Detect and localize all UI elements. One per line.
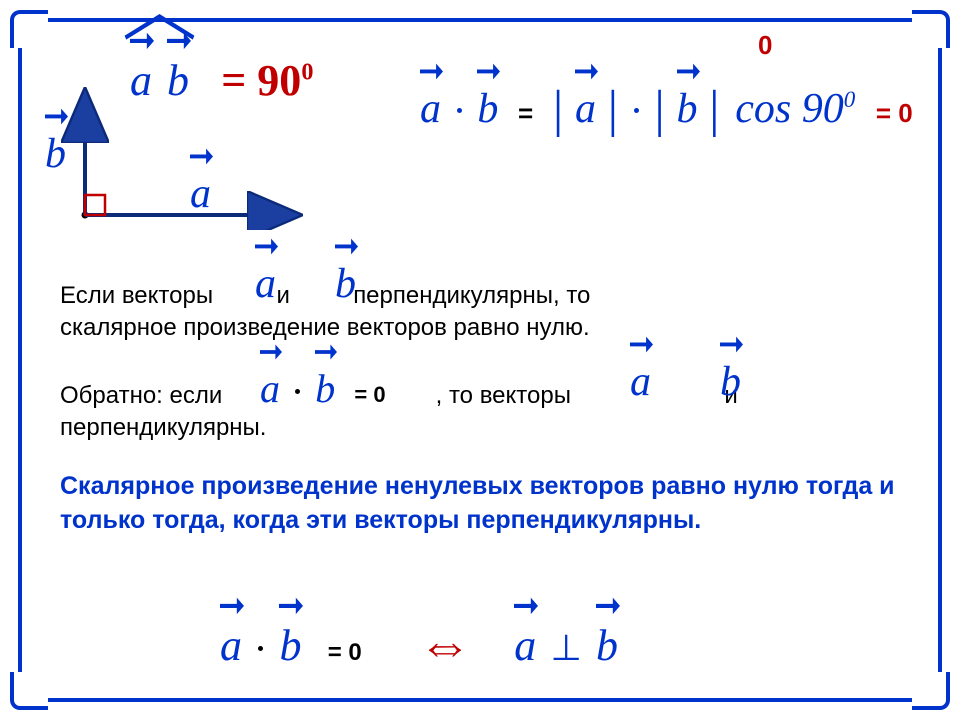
paragraph-1: Если векторы и перпендикулярны, то скаля… (60, 280, 900, 345)
corner-decoration (912, 672, 950, 710)
inline-vector-b: b (335, 260, 356, 308)
inline-vector-a2: a (630, 358, 651, 406)
bottom-equivalence: a b = 0 ⇔ a ⊥ b (220, 615, 618, 677)
vector-b-abs: b (677, 85, 698, 133)
theorem-statement: Скалярное произведение ненулевых векторо… (60, 470, 910, 538)
iff-icon: ⇔ (418, 616, 472, 676)
corner-decoration (10, 10, 48, 48)
dot-product-formula: a b = | a | | b | cos 900 = 0 (420, 80, 913, 139)
diagram-label-b: b (45, 130, 66, 178)
perp-icon: ⊥ (550, 628, 581, 668)
paragraph-2: Обратно: если , то векторы и перпендикул… (60, 380, 900, 445)
corner-decoration (912, 10, 950, 48)
diagram-label-a: a (190, 170, 211, 218)
cos-90: cos 900 (735, 86, 866, 132)
vector-b: b (477, 85, 498, 133)
inline-ab-eq0: a b = 0 (260, 365, 386, 412)
equals-zero: = 0 (876, 98, 913, 128)
corner-decoration (10, 672, 48, 710)
vector-a: a (420, 85, 441, 133)
inline-vector-a: a (255, 260, 276, 308)
zero-annotation: 0 (758, 30, 772, 61)
vector-a-abs: a (575, 85, 596, 133)
inline-vector-b2: b (720, 358, 741, 406)
